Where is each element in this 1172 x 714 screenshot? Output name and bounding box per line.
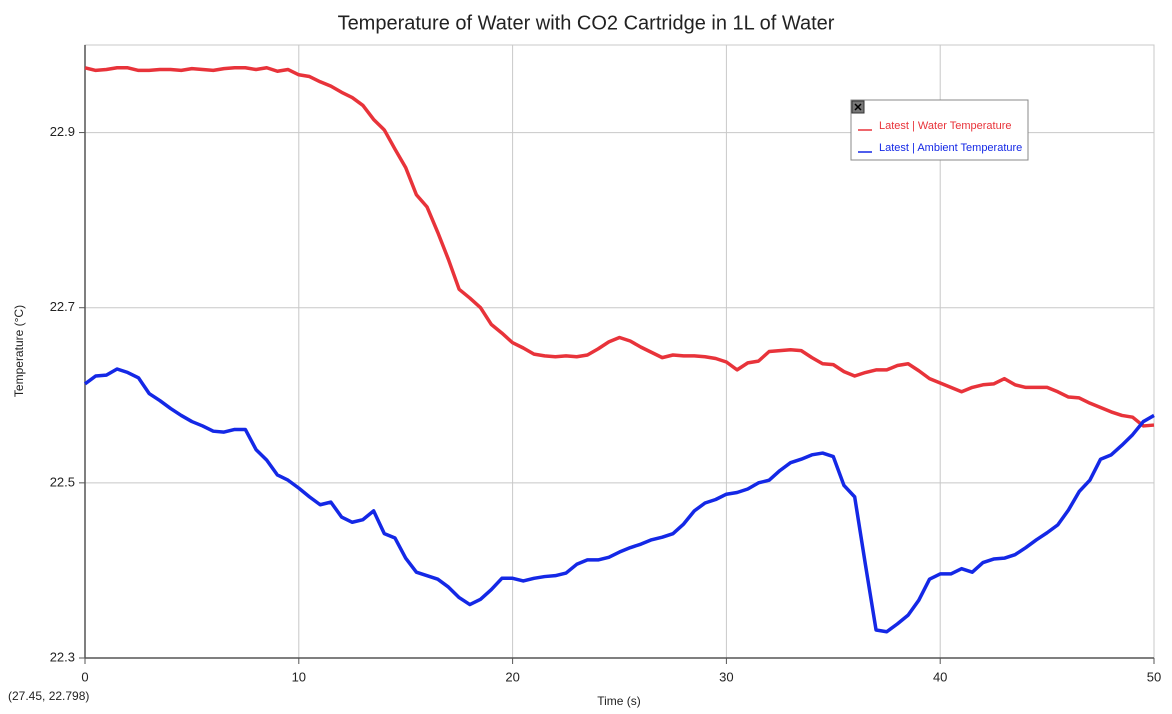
chart-title: Temperature of Water with CO2 Cartridge … [338,12,835,34]
legend-box [850,99,1029,161]
line-series [84,66,1155,428]
x-tick-label: 0 [81,669,88,684]
y-tick-label: 22.7 [50,299,75,314]
x-axis-label: Time (s) [597,694,641,708]
x-tick-label: 40 [933,669,947,684]
legend: Latest | Water Temperature Latest | Ambie… [850,99,1029,161]
legend-close-x [854,103,862,111]
x-tick-label: 30 [719,669,733,684]
y-tick-label: 22.5 [50,474,75,489]
line-series [83,367,1155,634]
legend-label: Latest | Ambient Temperature [879,142,1022,154]
x-tick-label: 20 [505,669,519,684]
y-tick-label: 22.3 [50,649,75,664]
x-tick-label: 10 [292,669,306,684]
cursor-readout: (27.45, 22.798) [8,689,89,703]
y-tick-label: 22.9 [50,124,75,139]
y-axis-label: Temperature (°C) [12,305,26,397]
x-tick-label: 50 [1147,669,1161,684]
legend-label: Latest | Water Temperature [879,120,1011,132]
